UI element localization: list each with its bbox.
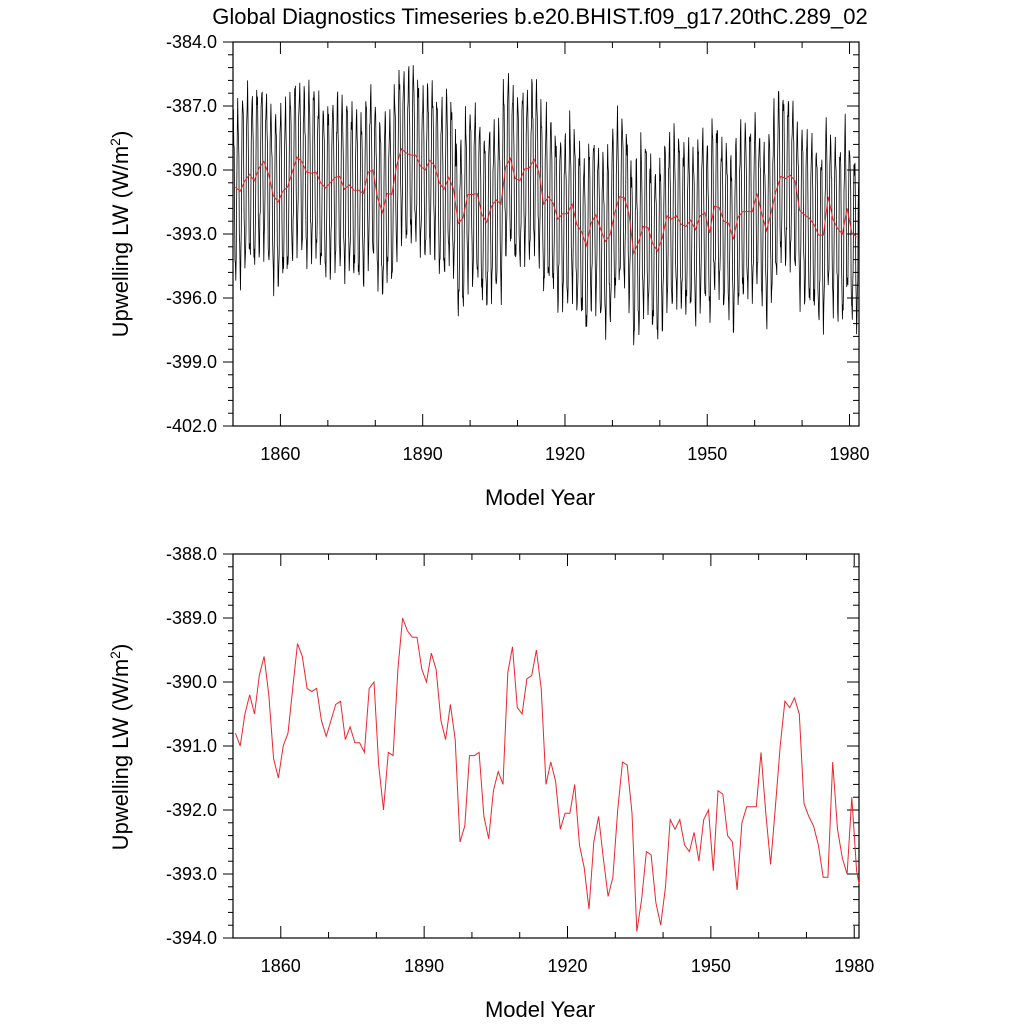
y-tick-label: -391.0 — [166, 736, 217, 756]
y-tick-label: -384.0 — [166, 32, 217, 52]
annual_mean-series-line — [235, 147, 857, 256]
bottom-y-axis-label-close: ) — [108, 644, 133, 651]
top-plot-frame — [232, 41, 860, 427]
y-tick-label: -396.0 — [166, 288, 217, 308]
bottom-series — [234, 617, 860, 932]
y-tick-label: -394.0 — [166, 928, 217, 948]
top-series — [232, 65, 859, 346]
x-tick-label: 1920 — [547, 956, 587, 976]
y-tick-label: -389.0 — [166, 608, 217, 628]
top-y-axis-label-sup: 2 — [107, 138, 123, 146]
bottom-panel: 1860 1890 1920 1950 1980 -388.0 -389.0 -390.0 -3… — [107, 544, 874, 1022]
y-tick-label: -393.0 — [166, 864, 217, 884]
top-ticks — [223, 41, 859, 427]
x-tick-label: 1950 — [691, 956, 731, 976]
top-x-axis-label: Model Year — [485, 485, 595, 510]
x-tick-label: 1890 — [404, 956, 444, 976]
x-tick-label: 1920 — [545, 444, 585, 464]
top-y-axis-label-close: ) — [108, 131, 133, 138]
bottom-y-axis-label: Upwelling LW (W/m2) — [107, 644, 133, 851]
monthly-series-line — [232, 65, 859, 346]
top-tick-labels: 1860 1890 1920 1950 1980 -384.0 -387.0 -390.0 -3… — [166, 32, 870, 464]
x-tick-label: 1860 — [260, 444, 300, 464]
y-tick-label: -387.0 — [166, 96, 217, 116]
y-tick-label: -390.0 — [166, 672, 217, 692]
bottom-plot-frame — [232, 553, 860, 939]
bottom-ticks — [223, 553, 859, 939]
x-tick-label: 1860 — [261, 956, 301, 976]
y-tick-label: -402.0 — [166, 416, 217, 436]
top-panel: 1860 1890 1920 1950 1980 -384.0 -387.0 -390.0 -3… — [107, 32, 870, 510]
y-tick-label: -393.0 — [166, 224, 217, 244]
bottom-tick-labels: 1860 1890 1920 1950 1980 -388.0 -389.0 -390.0 -3… — [166, 544, 874, 976]
bottom-y-axis-label-sup: 2 — [107, 651, 123, 659]
x-tick-label: 1980 — [829, 444, 869, 464]
y-tick-label: -390.0 — [166, 160, 217, 180]
y-tick-label: -392.0 — [166, 800, 217, 820]
chart-title: Global Diagnostics Timeseries b.e20.BHIS… — [212, 4, 868, 29]
y-tick-label: -388.0 — [166, 544, 217, 564]
annual_mean-series-line — [234, 617, 860, 932]
top-y-axis-label-main: Upwelling LW (W/m — [108, 146, 133, 338]
y-tick-label: -399.0 — [166, 352, 217, 372]
x-tick-label: 1890 — [403, 444, 443, 464]
bottom-y-axis-label-main: Upwelling LW (W/m — [108, 659, 133, 851]
x-tick-label: 1950 — [687, 444, 727, 464]
bottom-x-axis-label: Model Year — [485, 997, 595, 1022]
x-tick-label: 1980 — [834, 956, 874, 976]
top-y-axis-label: Upwelling LW (W/m2) — [107, 131, 133, 338]
